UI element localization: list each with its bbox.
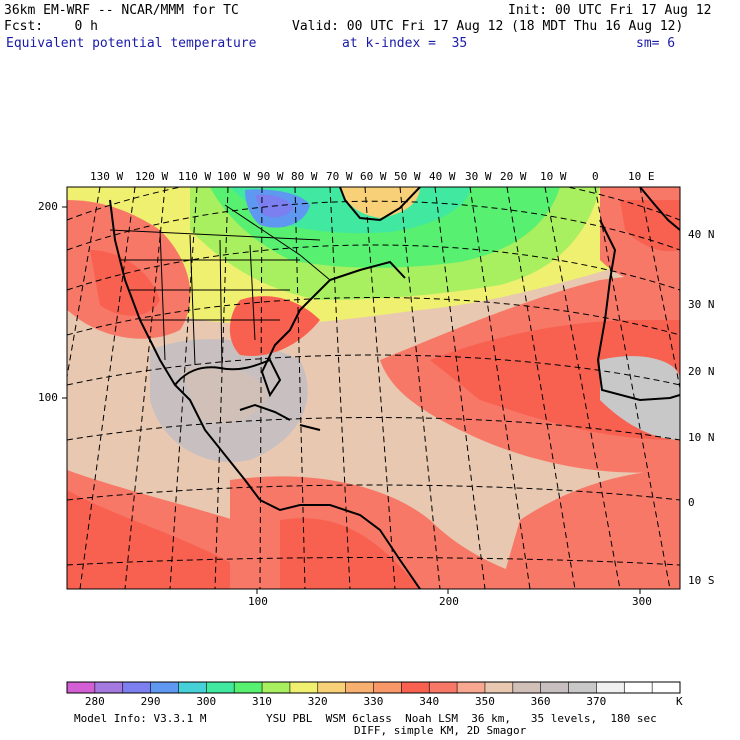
lon-label-80w: 80 W — [291, 170, 318, 183]
colorbar-tick-label: 350 — [474, 695, 495, 708]
colorbar-cell — [122, 682, 152, 693]
init-time: Init: 00 UTC Fri 17 Aug 12 — [508, 3, 712, 18]
map-frame — [66, 186, 681, 590]
colorbar-tick-label: 360 — [530, 695, 551, 708]
lon-label-60w: 60 W — [360, 170, 387, 183]
smoothing: sm= 6 — [636, 36, 676, 51]
grid-y-label-200: 200 — [38, 200, 58, 213]
colorbar-cell — [178, 682, 207, 693]
field-name: Equivalent potential temperature — [6, 36, 257, 51]
axis-ticks — [62, 206, 641, 594]
lon-label-20w: 20 W — [500, 170, 527, 183]
lon-label-70w: 70 W — [326, 170, 353, 183]
colorbar-tick-label: 370 — [586, 695, 607, 708]
colorbar-unit: K — [676, 695, 683, 708]
lon-label-110w: 110 W — [178, 170, 212, 183]
colorbar-cell — [262, 682, 291, 693]
graticule — [67, 187, 680, 589]
diffusion-info: DIFF, simple KM, 2D Smagor — [354, 724, 527, 737]
lon-label-50w: 50 W — [394, 170, 421, 183]
lon-label-90w: 90 W — [257, 170, 284, 183]
grid-y-label-100: 100 — [38, 391, 58, 404]
colorbar-tick-label: 280 — [84, 695, 105, 708]
coastlines — [109, 187, 680, 589]
colorbar-cell — [568, 682, 597, 693]
physics-info: YSU PBL WSM 6class Noah LSM 36 km, 35 le… — [266, 712, 657, 725]
k-index: at k-index = 35 — [342, 36, 468, 51]
lon-label-130w: 130 W — [90, 170, 124, 183]
colorbar-cell — [457, 682, 486, 693]
colorbar-cell — [652, 682, 681, 693]
colorbar-tick-label: 340 — [419, 695, 440, 708]
lon-label-0: 0 — [592, 170, 599, 183]
colorbar-cell — [206, 682, 235, 693]
colorbar-cell — [540, 682, 570, 693]
colorbar-tick-label: 310 — [252, 695, 272, 708]
colorbar-cell — [234, 682, 263, 693]
colorbar-cell — [512, 682, 542, 693]
model-title: 36km EM-WRF -- NCAR/MMM for TC — [4, 3, 239, 18]
colorbar-cell — [624, 682, 653, 693]
political-borders — [109, 204, 331, 371]
colorbar-cell — [429, 682, 458, 693]
colorbar-cell — [317, 682, 347, 693]
model-info: Model Info: V3.3.1 M — [74, 712, 207, 725]
lon-label-120w: 120 W — [135, 170, 169, 183]
colorbar-cell — [67, 682, 96, 693]
colorbar-cell — [94, 682, 124, 693]
lat-label-30n: 30 N — [688, 298, 715, 311]
lon-label-40w: 40 W — [429, 170, 456, 183]
lat-label-20n: 20 N — [688, 365, 715, 378]
forecast-hour: Fcst: 0 h — [4, 19, 98, 34]
colorbar-cell — [401, 682, 430, 693]
lat-label-10s: 10 S — [688, 574, 715, 587]
colorbar-cell — [150, 682, 179, 693]
grid-x-label-200: 200 — [439, 595, 459, 608]
lat-label-40n: 40 N — [688, 228, 715, 241]
colorbar-cell — [373, 682, 402, 693]
colorbar-tick-label: 290 — [140, 695, 161, 708]
grid-x-label-100: 100 — [248, 595, 268, 608]
colorbar-tick-label: 320 — [307, 695, 328, 708]
lat-label-0: 0 — [688, 496, 695, 509]
grid-x-label-300: 300 — [632, 595, 652, 608]
lon-label-100w: 100 W — [217, 170, 251, 183]
lon-label-10w: 10 W — [540, 170, 567, 183]
colorbar-cell — [596, 682, 625, 693]
lon-label-30w: 30 W — [465, 170, 492, 183]
colorbar-cell — [345, 682, 374, 693]
map-field — [67, 187, 680, 589]
lat-label-10n: 10 N — [688, 431, 715, 444]
colorbar-cell — [289, 682, 319, 693]
colorbar-cell — [484, 682, 514, 693]
lon-label-10e: 10 E — [628, 170, 655, 183]
valid-time: Valid: 00 UTC Fri 17 Aug 12 (18 MDT Thu … — [292, 19, 684, 34]
colorbar-tick-label: 300 — [196, 695, 217, 708]
colorbar-tick-label: 330 — [363, 695, 384, 708]
